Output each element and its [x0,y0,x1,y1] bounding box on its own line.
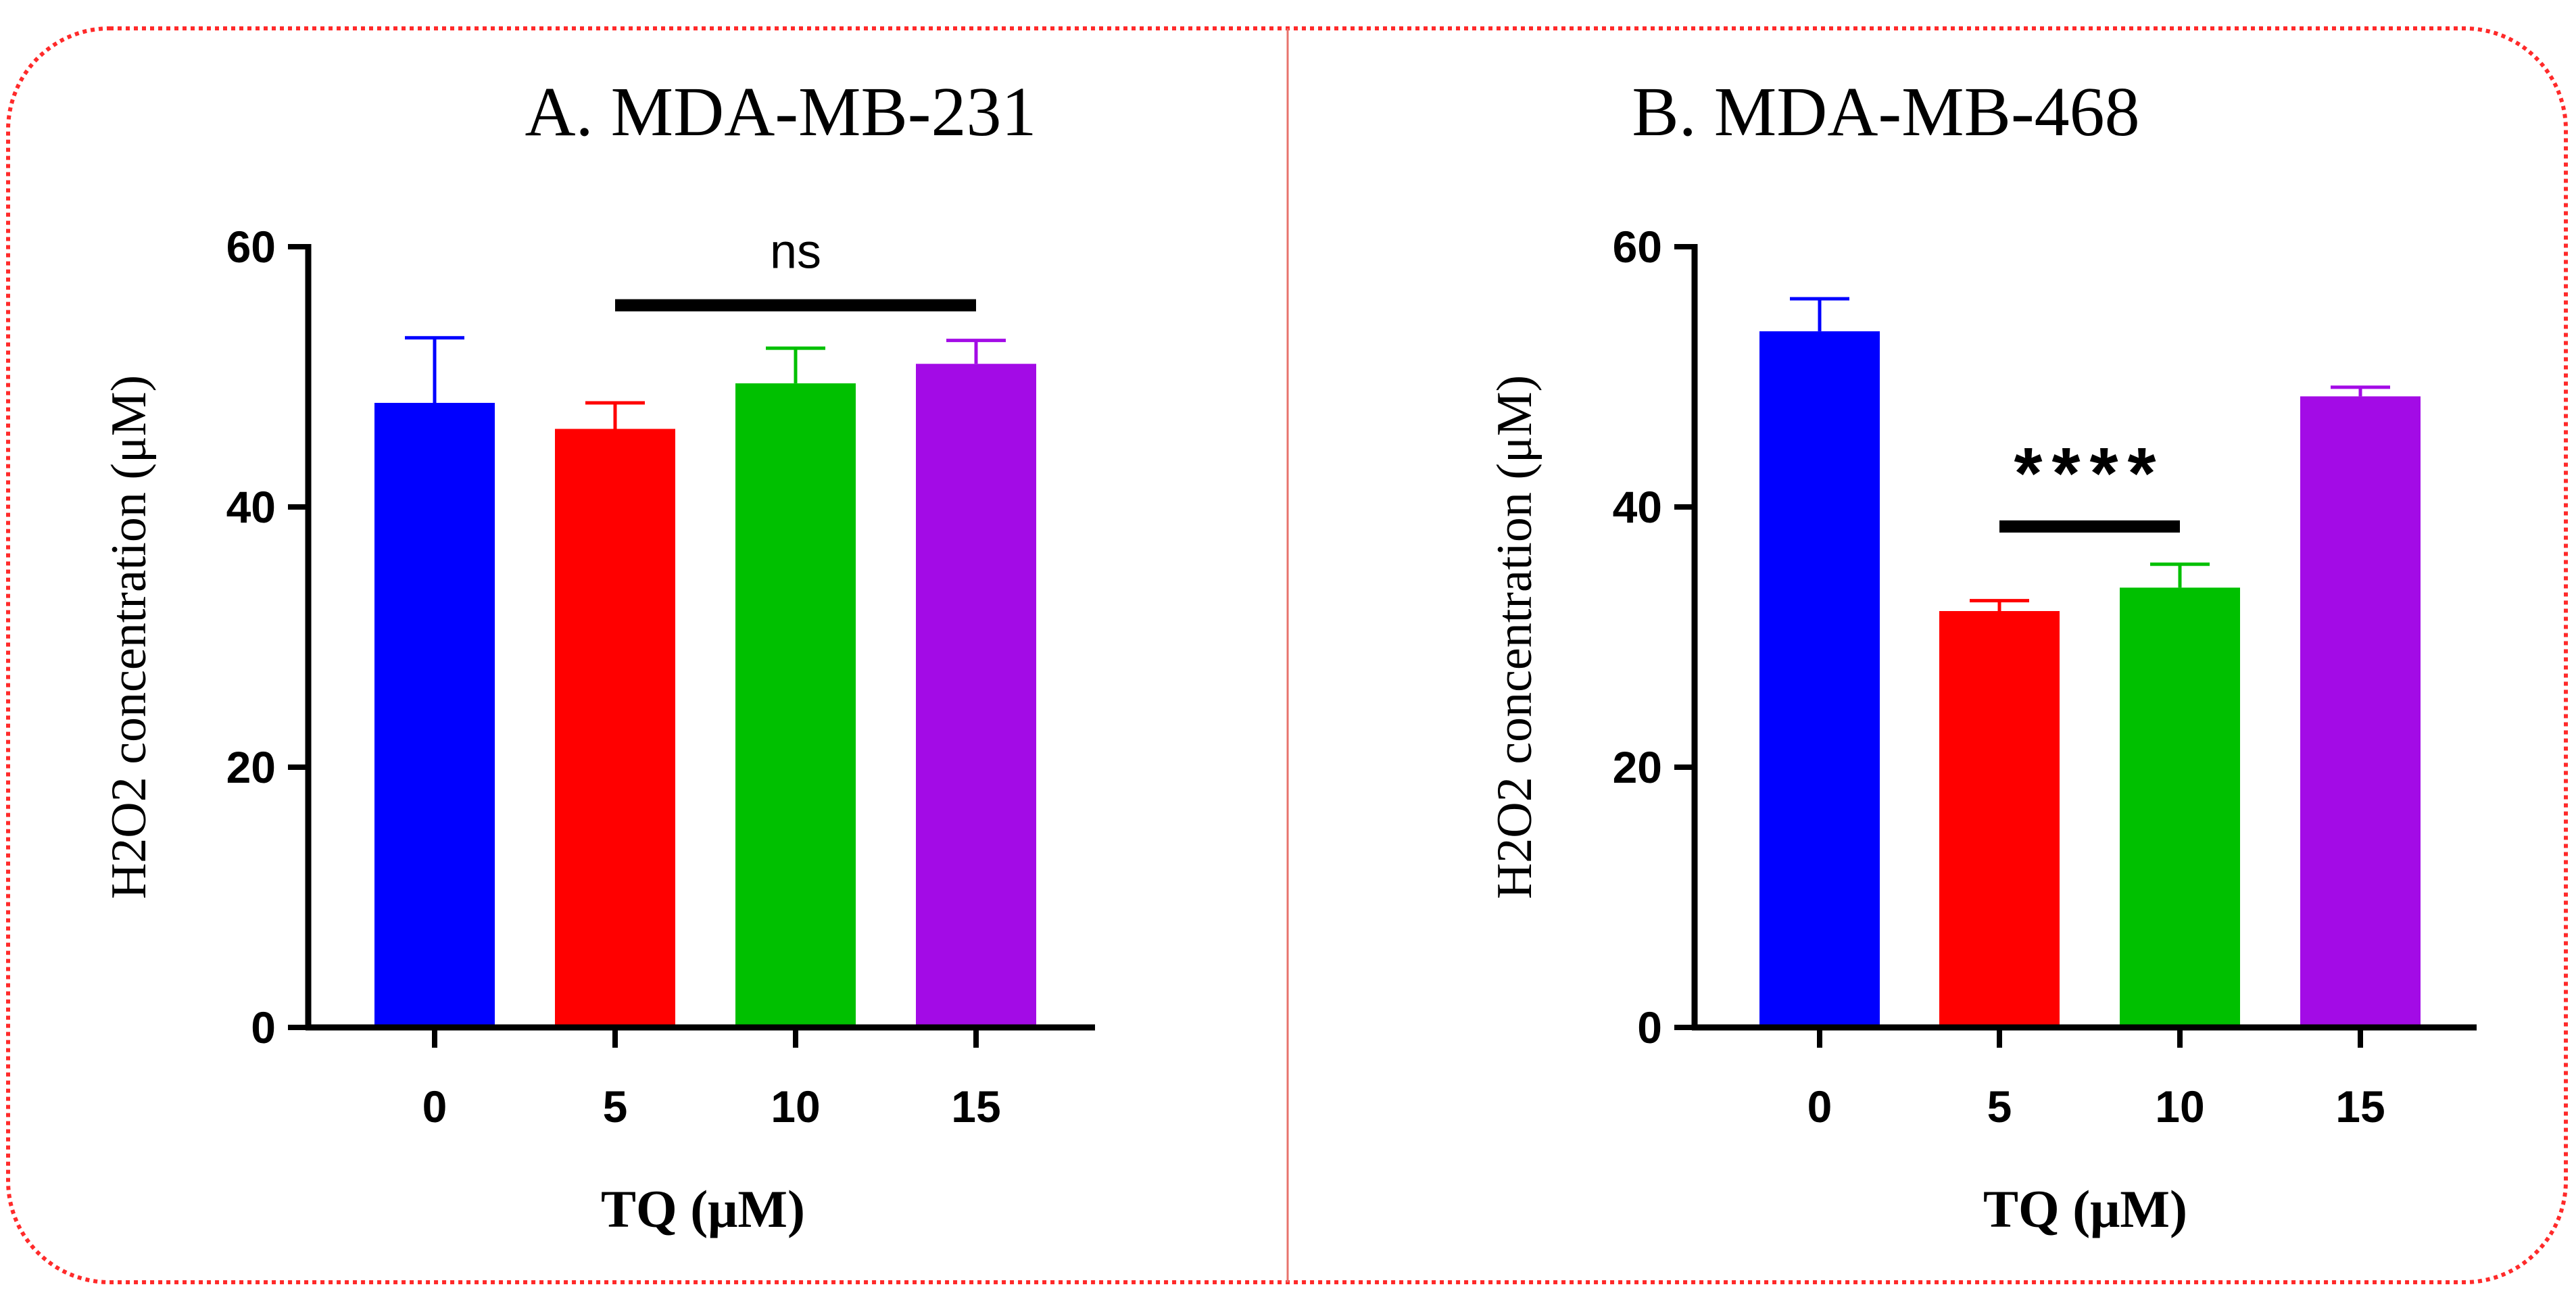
panel-b-x-tick-label-0: 0 [1807,1082,1832,1132]
panel-b-bar-5 [1939,611,2060,1027]
panel-b-y-tick-label-40: 40 [1613,482,1662,532]
panel-a-bar-10 [735,383,856,1027]
panel-a-y-tick-label-0: 0 [251,1002,276,1052]
panel-b-bar-15 [2300,396,2421,1027]
panel-a-significance-label: ns [770,225,821,279]
panel-a-y-tick-label-40: 40 [226,482,276,532]
panel-b-bar-10 [2120,587,2240,1027]
panel-a-x-tick-label-5: 5 [603,1082,628,1132]
panel-a-x-tick-label-15: 15 [951,1082,1000,1132]
panel-a-x-tick-label-10: 10 [771,1082,820,1132]
panel-b-bar-0 [1759,331,1880,1027]
panel-a-x-tick-label-0: 0 [422,1082,447,1132]
panel-a-x-axis-title: TQ (μM) [601,1180,805,1238]
panel-a-y-tick-label-60: 60 [226,222,276,272]
panel-b-y-axis-title: H2O2 concentration (μM) [1487,375,1542,899]
panel-a-bar-5 [555,429,675,1027]
panel-b-x-tick-label-5: 5 [1987,1082,2012,1132]
chart-panel-b: B. MDA-MB-468 **** 0 20 40 60 0 5 10 15 H2O2 c… [1487,73,2477,1238]
panel-b-significance-label: **** [2014,432,2165,514]
panel-b-y-tick-label-20: 20 [1613,742,1662,792]
panel-b-x-tick-label-15: 15 [2335,1082,2385,1132]
panel-b-x-tick-label-10: 10 [2155,1082,2204,1132]
panel-b-y-tick-label-0: 0 [1637,1002,1662,1052]
panel-a-title: A. MDA-MB-231 [525,73,1037,151]
panel-a-bar-15 [916,364,1036,1027]
panel-b-x-axis-title: TQ (μM) [1983,1180,2187,1238]
panel-a-y-tick-label-20: 20 [226,742,276,792]
panel-b-y-tick-label-60: 60 [1613,222,1662,272]
panel-a-y-axis-title: H2O2 concentration (μM) [101,375,157,899]
chart-panel-a: A. MDA-MB-231 ns 0 20 40 60 0 5 10 15 H2O2 con… [101,73,1095,1238]
panel-a-bar-0 [374,403,495,1027]
panel-b-title: B. MDA-MB-468 [1632,73,2139,151]
